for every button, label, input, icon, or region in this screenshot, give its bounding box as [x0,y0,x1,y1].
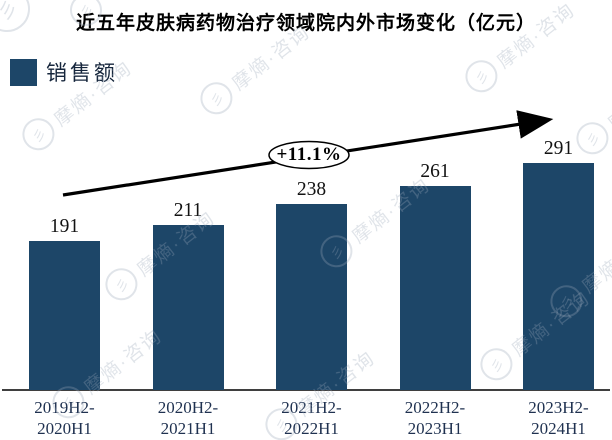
bar [523,163,594,390]
bar-value-label: 261 [420,161,450,182]
bar-value-label: 211 [173,200,203,221]
legend: 销售额 [10,57,118,87]
x-axis-line [2,389,610,391]
bar [399,186,471,390]
bar [29,241,100,390]
x-axis-label: 2023H2- 2024H1 [528,398,589,438]
legend-swatch [10,58,37,86]
bar [276,204,347,390]
x-axis-label: 2021H2- 2022H1 [281,398,342,438]
growth-annotation: +11.1% [276,144,342,165]
legend-label: 销售额 [46,61,118,85]
x-axis-label: 2019H2- 2020H1 [34,398,95,438]
bar-value-label: 291 [543,138,574,159]
x-axis-label: 2020H2- 2021H1 [157,398,219,438]
chart-title: 近五年皮肤病药物治疗领域院内外市场变化（亿元） [75,13,536,34]
bar [152,225,224,390]
x-axis-label: 2022H2- 2023H1 [404,398,466,438]
bar-value-label: 238 [296,179,327,200]
bar-value-label: 191 [49,216,80,237]
